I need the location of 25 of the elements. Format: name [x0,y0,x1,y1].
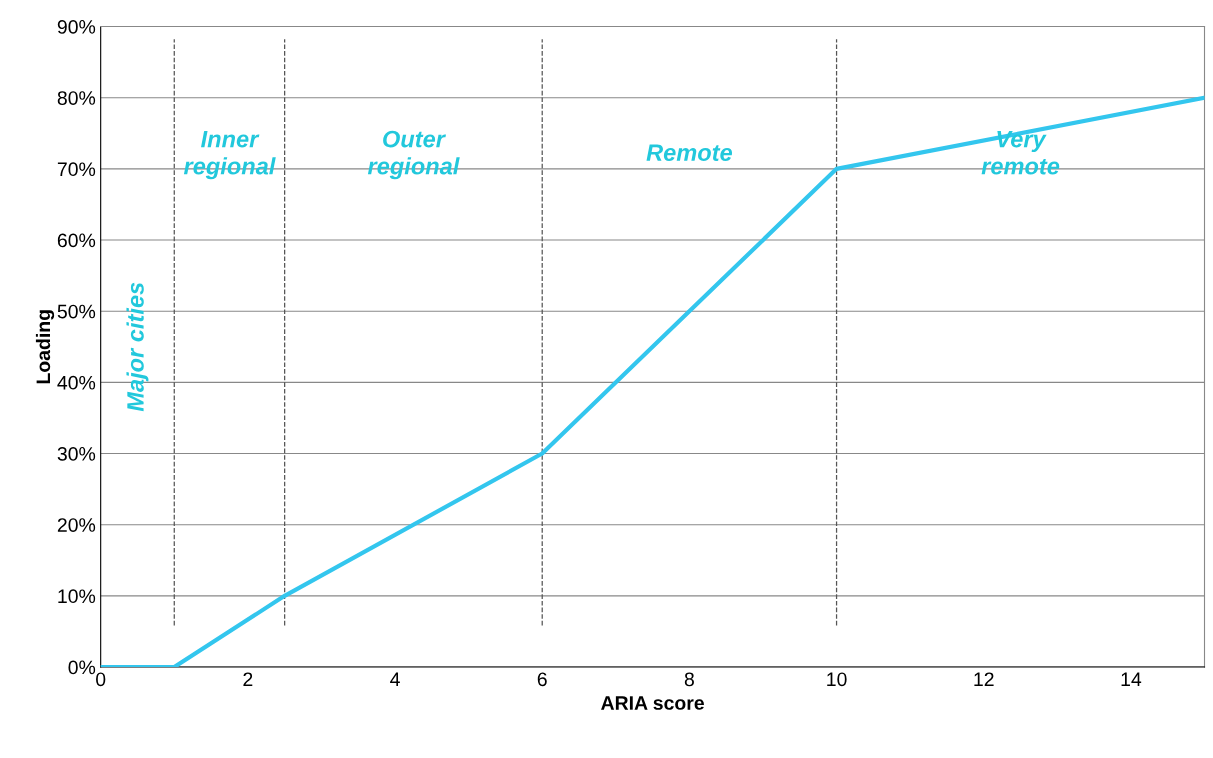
annotation: Inner regional [183,130,276,180]
x-tick-label: 2 [243,672,253,686]
x-tick-label: 14 [1121,672,1142,686]
y-axis-title: Loading [35,310,55,384]
x-tick-label: 6 [537,672,547,687]
annotation: Remote [646,144,733,161]
x-tick-label: 8 [684,672,694,687]
y-tick-label: 10% [58,589,96,604]
y-tick-label: 80% [57,91,96,105]
annotation: Major cities [126,282,149,412]
y-tick-label: 0% [68,660,96,675]
x-tick-label: 0 [96,672,106,687]
x-axis-title: ARIA score [601,696,704,710]
y-tick-label: 40% [57,375,96,390]
y-tick-label: 30% [57,447,96,461]
annotation: Very remote [981,130,1060,175]
x-tick-label: 12 [974,672,994,686]
y-tick-label: 20% [57,518,96,532]
x-tick-label: 4 [390,672,400,686]
y-tick-label: 70% [57,162,96,177]
y-tick-label: 50% [57,304,96,319]
annotation: Outer regional [367,130,460,180]
y-tick-label: 60% [57,233,96,248]
x-tick-label: 10 [827,672,847,687]
y-tick-label: 90% [57,20,96,34]
